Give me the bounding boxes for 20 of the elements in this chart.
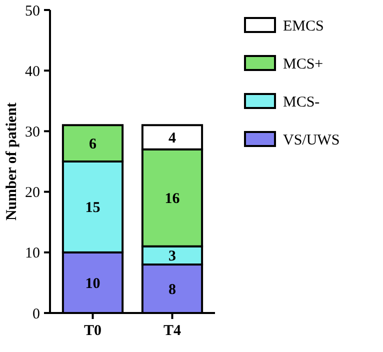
x-tick-label: T0 — [84, 323, 102, 339]
y-tick-label: 50 — [25, 3, 40, 20]
legend-label: MCS- — [283, 94, 320, 110]
y-tick-label: 0 — [32, 306, 40, 322]
x-tick-label: T4 — [163, 323, 182, 339]
y-tick-label: 20 — [25, 185, 40, 202]
y-tick-label: 10 — [25, 246, 40, 262]
data-label: 6 — [89, 136, 98, 153]
data-label: 4 — [168, 130, 176, 147]
data-label: 15 — [85, 200, 100, 216]
data-label: 3 — [168, 248, 176, 265]
legend-label: VS/UWS — [283, 132, 340, 148]
y-tick-label: 40 — [25, 64, 40, 80]
y-tick-label: 30 — [25, 124, 40, 140]
legend-label: EMCS — [283, 18, 324, 34]
legend-label: MCS+ — [283, 56, 324, 72]
data-label: 8 — [168, 282, 176, 298]
data-label: 10 — [85, 276, 100, 292]
data-label: 16 — [164, 191, 180, 208]
y-axis-title: Number of patient — [4, 102, 20, 221]
